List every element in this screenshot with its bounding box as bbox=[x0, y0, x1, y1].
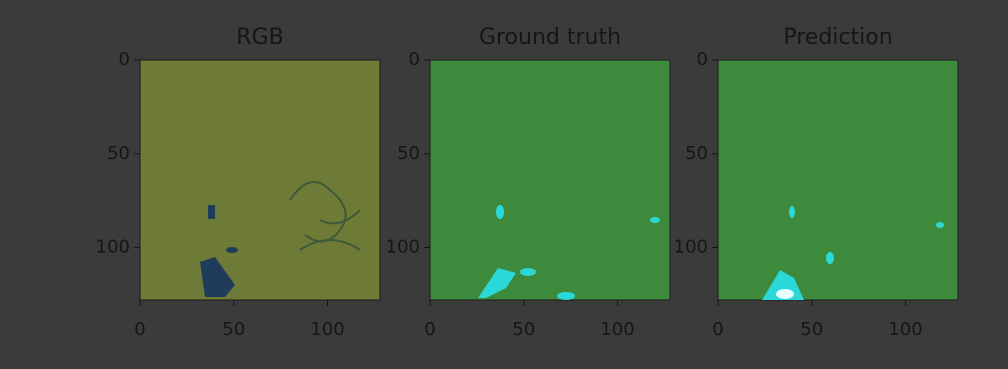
gt-blob bbox=[520, 268, 536, 276]
y-tick-label: 100 bbox=[386, 237, 420, 258]
subplot-title: RGB bbox=[236, 25, 283, 50]
y-tick-label: 0 bbox=[697, 49, 708, 70]
image bbox=[718, 60, 958, 300]
image bbox=[430, 60, 670, 300]
x-tick-label: 50 bbox=[222, 319, 245, 340]
x-tick-label: 100 bbox=[310, 319, 344, 340]
figure: RGB 0 50 100 0 50 100 Ground truth 0 50 100 0 50 100 P… bbox=[0, 0, 1008, 369]
x-tick-label: 100 bbox=[600, 319, 634, 340]
rgb-water bbox=[208, 205, 215, 219]
subplot-title: Prediction bbox=[783, 25, 892, 50]
x-tick-label: 0 bbox=[424, 319, 435, 340]
pred-blob bbox=[776, 289, 794, 299]
y-tick-label: 50 bbox=[397, 143, 420, 164]
y-tick-label: 50 bbox=[107, 143, 130, 164]
y-tick-label: 100 bbox=[96, 237, 130, 258]
pred-blob bbox=[936, 222, 944, 228]
page: RGB 0 50 100 0 50 100 Ground truth 0 50 100 0 50 100 P… bbox=[0, 0, 1008, 369]
pred-blob bbox=[826, 252, 834, 264]
y-tick-label: 0 bbox=[119, 49, 130, 70]
y-tick-label: 100 bbox=[674, 237, 708, 258]
x-tick-label: 50 bbox=[800, 319, 823, 340]
y-tick-label: 50 bbox=[685, 143, 708, 164]
subplot-title: Ground truth bbox=[479, 25, 621, 50]
y-tick-label: 0 bbox=[409, 49, 420, 70]
gt-blob bbox=[496, 205, 504, 219]
gt-blob bbox=[650, 217, 660, 223]
x-tick-label: 0 bbox=[712, 319, 723, 340]
gt-blob bbox=[557, 292, 575, 300]
pred-blob bbox=[789, 206, 795, 218]
rgb-water bbox=[226, 247, 238, 253]
image bbox=[140, 60, 380, 300]
x-tick-label: 0 bbox=[134, 319, 145, 340]
x-tick-label: 50 bbox=[512, 319, 535, 340]
x-tick-label: 100 bbox=[888, 319, 922, 340]
